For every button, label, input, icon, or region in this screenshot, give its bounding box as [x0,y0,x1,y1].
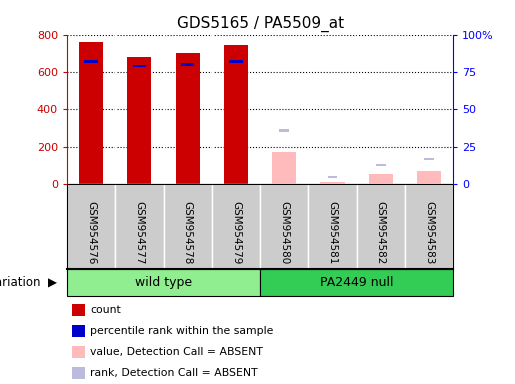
Bar [417,171,441,184]
Bar [181,63,194,66]
Text: PA2449 null: PA2449 null [320,276,393,289]
Bar [79,42,103,184]
Text: genotype/variation  ▶: genotype/variation ▶ [0,276,57,289]
Text: GSM954583: GSM954583 [424,201,434,265]
Text: GSM954576: GSM954576 [86,201,96,265]
Bar [176,53,200,184]
Text: GSM954577: GSM954577 [134,201,144,265]
Bar [320,182,345,184]
Bar [424,157,434,160]
Bar [272,152,296,184]
Text: GSM954579: GSM954579 [231,201,241,265]
Text: value, Detection Call = ABSENT: value, Detection Call = ABSENT [90,347,263,357]
Text: GSM954581: GSM954581 [328,201,337,265]
Text: GSM954580: GSM954580 [279,201,289,265]
Text: wild type: wild type [135,276,192,289]
Bar [84,60,98,63]
Title: GDS5165 / PA5509_at: GDS5165 / PA5509_at [177,16,344,32]
Bar [279,129,289,132]
Bar [229,60,243,63]
Bar [127,57,151,184]
Bar [369,174,393,184]
Text: GSM954582: GSM954582 [376,201,386,265]
Text: rank, Detection Call = ABSENT: rank, Detection Call = ABSENT [90,368,258,378]
Text: count: count [90,305,121,315]
Bar [224,45,248,184]
Text: percentile rank within the sample: percentile rank within the sample [90,326,273,336]
Bar [376,164,386,166]
Bar [133,65,146,67]
Bar [328,175,337,178]
Text: GSM954578: GSM954578 [183,201,193,265]
